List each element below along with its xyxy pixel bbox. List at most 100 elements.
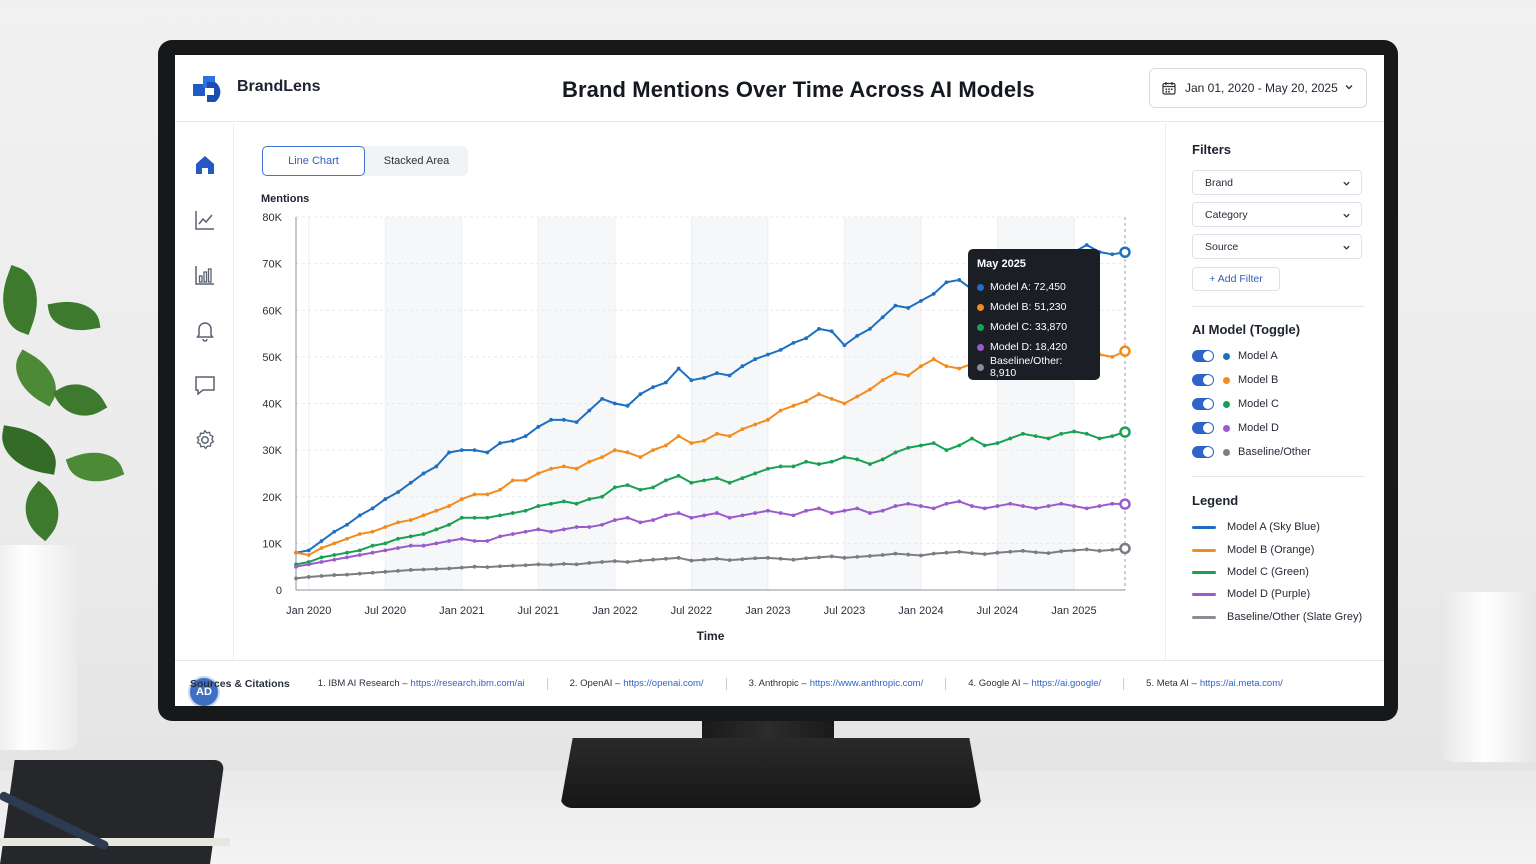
model-d-toggle-row[interactable]: Model D xyxy=(1192,420,1279,436)
x-tick-label: Jul 2020 xyxy=(364,605,406,617)
data-point-model-d xyxy=(982,506,987,511)
data-point-model-c xyxy=(880,457,885,462)
data-point-model-c xyxy=(1110,434,1115,439)
tab-stacked-area[interactable]: Stacked Area xyxy=(383,155,450,167)
data-point-baseline-other xyxy=(1097,548,1102,553)
data-point-model-d xyxy=(868,511,872,515)
citation-link[interactable]: https://www.anthropic.com/ xyxy=(809,678,924,689)
toggle-switch[interactable] xyxy=(1192,446,1214,458)
citation-link[interactable]: https://research.ibm.com/ai xyxy=(410,678,525,689)
data-point-model-a xyxy=(370,506,375,511)
data-point-model-b xyxy=(600,455,604,460)
data-point-model-c xyxy=(906,445,911,450)
data-point-model-b xyxy=(727,434,732,439)
chevron-down-icon xyxy=(1343,213,1350,218)
tooltip-dot xyxy=(977,363,984,371)
data-point-model-c xyxy=(396,536,400,541)
user-avatar[interactable]: AD xyxy=(190,678,218,706)
data-point-model-c xyxy=(485,515,490,520)
data-point-model-b xyxy=(638,455,643,460)
data-point-model-d xyxy=(957,499,962,504)
data-point-baseline-other xyxy=(357,571,362,576)
data-point-model-b xyxy=(370,529,375,534)
data-point-model-c xyxy=(676,473,681,478)
data-point-model-d xyxy=(1097,504,1102,508)
data-point-model-c xyxy=(919,443,923,448)
data-point-baseline-other xyxy=(587,561,592,565)
hover-point-model-a xyxy=(1119,246,1131,258)
data-point-model-a xyxy=(345,522,349,527)
citation-link[interactable]: https://ai.google/ xyxy=(1031,678,1102,689)
data-point-model-a xyxy=(319,539,324,543)
tooltip-row: Baseline/Other: 8,910 xyxy=(977,355,1091,379)
data-point-model-a xyxy=(931,292,936,296)
data-point-model-a xyxy=(651,385,656,390)
bar-chart-icon[interactable] xyxy=(193,263,217,287)
data-point-model-d xyxy=(727,515,732,520)
data-point-model-d xyxy=(855,506,860,511)
legend-item: Model C (Green) xyxy=(1192,565,1309,579)
data-point-model-c xyxy=(625,483,630,487)
data-point-baseline-other xyxy=(498,564,502,569)
add-filter-button[interactable]: + Add Filter xyxy=(1192,267,1280,291)
model-c-toggle-row[interactable]: Model C xyxy=(1192,396,1279,412)
settings-gear-icon[interactable] xyxy=(193,428,217,452)
tooltip-row-text: Model C: 33,870 xyxy=(990,321,1068,333)
data-point-model-a xyxy=(1110,252,1115,257)
data-point-model-b xyxy=(447,504,451,508)
data-point-baseline-other xyxy=(1033,550,1038,555)
citation-link[interactable]: https://openai.com/ xyxy=(623,678,704,689)
brand-select[interactable]: Brand xyxy=(1192,170,1362,195)
data-point-model-d xyxy=(612,518,617,522)
date-range-picker[interactable]: Jan 01, 2020 - May 20, 2025 xyxy=(1149,68,1367,108)
data-point-baseline-other xyxy=(893,551,898,556)
toggle-switch[interactable] xyxy=(1192,398,1214,410)
x-tick-label: Jul 2021 xyxy=(518,605,560,617)
toggle-switch[interactable] xyxy=(1192,422,1214,434)
data-point-baseline-other xyxy=(880,553,885,557)
category-select[interactable]: Category xyxy=(1192,202,1362,227)
data-point-model-d xyxy=(1072,504,1076,508)
data-point-baseline-other xyxy=(906,552,911,557)
data-point-model-b xyxy=(702,438,707,443)
tooltip-row-text: Model B: 51,230 xyxy=(990,301,1067,313)
x-tick-label: Jul 2022 xyxy=(671,605,713,617)
data-point-model-c xyxy=(1059,431,1064,436)
data-point-baseline-other xyxy=(702,557,707,562)
series-line-model-c xyxy=(295,430,1126,566)
baseline-toggle-row[interactable]: Baseline/Other xyxy=(1192,444,1311,460)
data-point-model-c xyxy=(944,448,949,453)
data-point-model-d xyxy=(765,508,770,513)
model-a-toggle-row[interactable]: Model A xyxy=(1192,348,1278,364)
data-point-baseline-other xyxy=(931,551,936,556)
model-dot xyxy=(1223,352,1230,360)
series-line-model-d xyxy=(295,500,1126,568)
bell-icon[interactable] xyxy=(193,318,217,342)
data-point-model-d xyxy=(689,515,694,520)
model-b-toggle-row[interactable]: Model B xyxy=(1192,372,1278,388)
x-axis-title: Time xyxy=(697,629,725,643)
citation-link[interactable]: https://ai.meta.com/ xyxy=(1199,678,1283,689)
y-tick-label: 60K xyxy=(262,305,282,317)
data-point-model-a xyxy=(880,315,885,320)
data-point-model-c xyxy=(638,487,643,492)
hover-point-baseline-other xyxy=(1119,542,1131,555)
y-tick-label: 20K xyxy=(262,492,282,504)
data-point-model-b xyxy=(880,378,885,383)
date-range-label: Jan 01, 2020 - May 20, 2025 xyxy=(1185,81,1338,95)
tooltip-dot xyxy=(977,343,984,351)
data-point-model-d xyxy=(1110,501,1115,506)
source-select[interactable]: Source xyxy=(1192,234,1362,259)
data-point-model-d xyxy=(332,557,337,562)
data-point-model-c xyxy=(663,478,668,483)
toggle-switch[interactable] xyxy=(1192,350,1214,362)
data-point-model-a xyxy=(421,471,426,476)
tab-line-chart[interactable]: Line Chart xyxy=(262,146,365,176)
data-point-model-b xyxy=(345,536,349,541)
trend-chart-icon[interactable] xyxy=(193,208,217,232)
data-point-model-c xyxy=(574,501,579,506)
data-point-model-a xyxy=(740,364,745,369)
home-icon[interactable] xyxy=(193,153,217,177)
toggle-switch[interactable] xyxy=(1192,374,1214,386)
chat-icon[interactable] xyxy=(193,373,217,397)
